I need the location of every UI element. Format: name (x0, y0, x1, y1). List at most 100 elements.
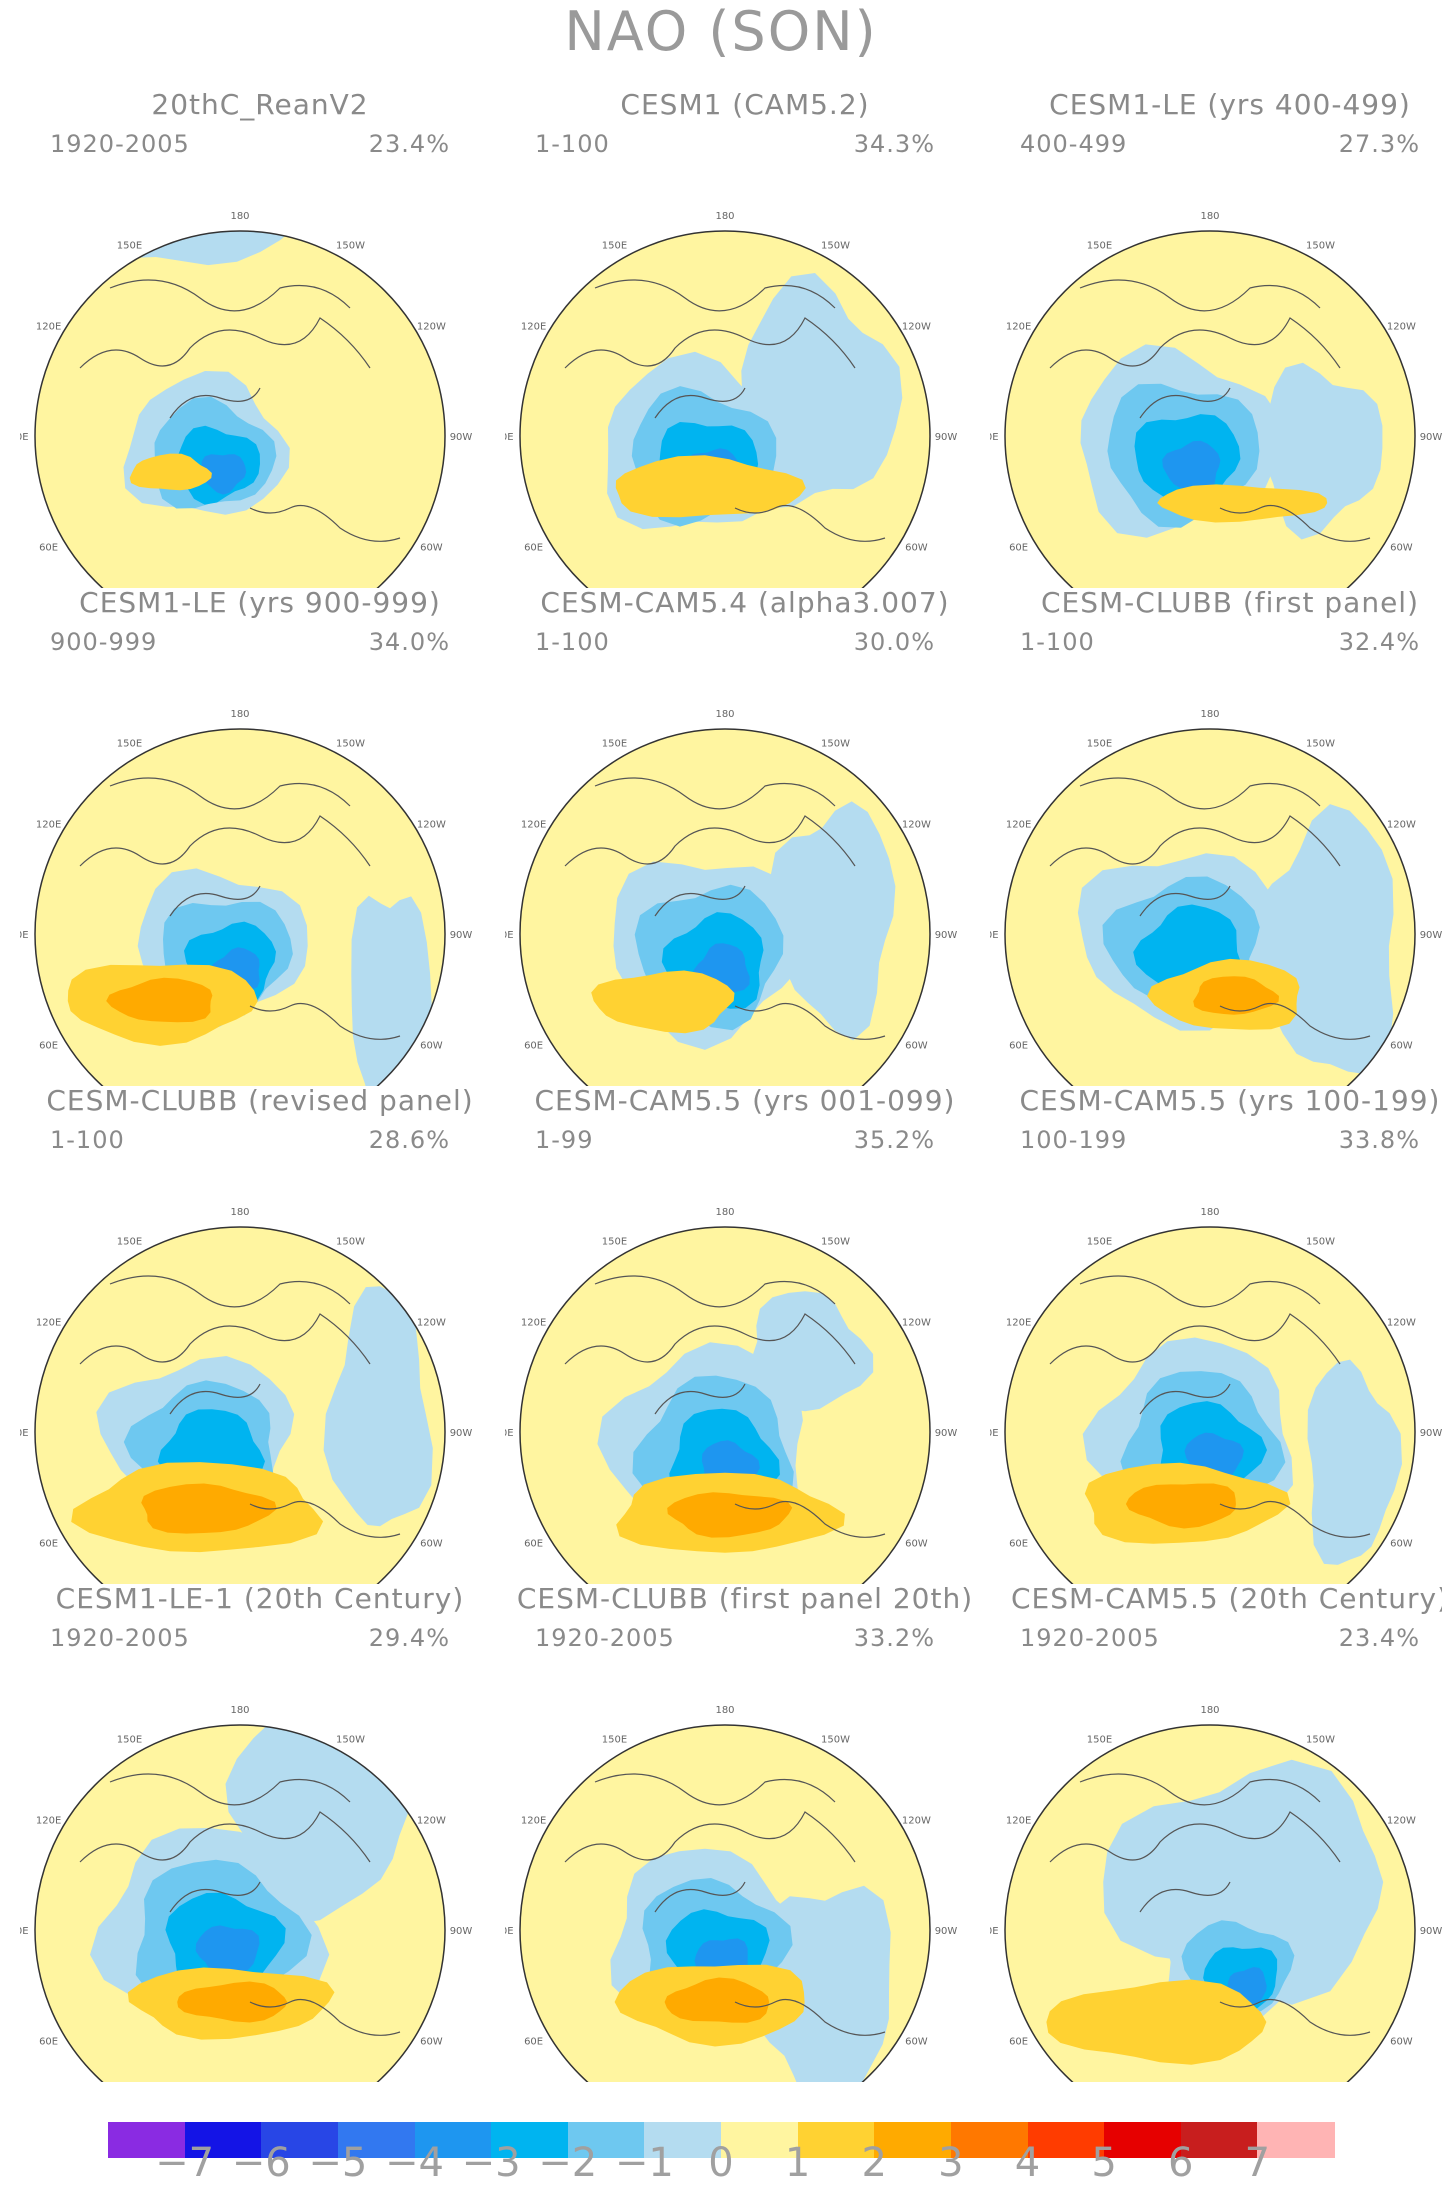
longitude-label: 60E (39, 1041, 58, 1052)
colorbar-tick-label: −3 (461, 2140, 521, 2186)
longitude-label: 90E (505, 432, 514, 443)
longitude-label: 120W (1387, 322, 1416, 333)
negative-anomaly-contour (1162, 440, 1221, 494)
coastline (564, 1773, 886, 2036)
positive-anomaly-contour (1125, 1483, 1236, 1529)
longitude-label: 150E (117, 739, 142, 750)
panel-years: 1-100 (535, 130, 610, 158)
longitude-label: 150W (1306, 1735, 1335, 1746)
panel-years: 1-100 (1020, 628, 1095, 656)
longitude-label: 90E (20, 930, 29, 941)
map-panel: 180150E120E90E60E30E030W60W90W120W150WCE… (20, 586, 500, 1086)
panel-years: 1920-2005 (535, 1624, 675, 1652)
longitude-label: 150E (602, 1237, 627, 1248)
longitude-label: 120E (1006, 820, 1031, 831)
longitude-label: 60W (905, 543, 928, 554)
panel-percent: 35.2% (853, 1126, 935, 1154)
map-border (519, 230, 931, 588)
map-border (1004, 230, 1416, 588)
panel-percent: 34.0% (368, 628, 450, 656)
panel-percent: 27.3% (1338, 130, 1420, 158)
colorbar-tick-label: −5 (308, 2140, 368, 2186)
map-border (1004, 1226, 1416, 1584)
colorbar-swatch (797, 2122, 875, 2158)
map-border (519, 1226, 931, 1584)
coastline (1049, 279, 1371, 542)
longitude-label: 60E (1009, 1539, 1028, 1550)
longitude-label: 150W (336, 739, 365, 750)
longitude-label: 150E (602, 241, 627, 252)
panel-percent: 23.4% (368, 130, 450, 158)
panel-title: CESM-CLUBB (first panel) (1041, 586, 1419, 619)
map-panel: 180150E120E90E60E30E030W60W90W120W150WCE… (20, 1084, 500, 1584)
longitude-label: 60W (905, 1041, 928, 1052)
colorbar-swatch (108, 2122, 186, 2158)
colorbar-swatch (1257, 2122, 1335, 2158)
longitude-label: 60E (1009, 543, 1028, 554)
panel-percent: 33.8% (1338, 1126, 1420, 1154)
longitude-label: 90W (450, 1926, 473, 1937)
colorbar (108, 2122, 1335, 2158)
map-border (519, 1724, 931, 2082)
panel-years: 1920-2005 (50, 130, 190, 158)
longitude-label: 120W (902, 820, 931, 831)
colorbar-swatch (721, 2122, 799, 2158)
coastline (1049, 1773, 1371, 2036)
longitude-label: 120E (36, 322, 61, 333)
panel-years: 100-199 (1020, 1126, 1128, 1154)
panel-percent: 32.4% (1338, 628, 1420, 656)
longitude-label: 90E (505, 1926, 514, 1937)
longitude-label: 120E (36, 820, 61, 831)
longitude-label: 60W (420, 1539, 443, 1550)
positive-anomaly-contour (177, 1981, 288, 2023)
map-fill (520, 231, 930, 588)
longitude-label: 180 (715, 1705, 734, 1716)
longitude-label: 90W (1420, 432, 1442, 443)
map-panel: 180150E120E90E60E30E030W60W90W120W150WCE… (990, 586, 1442, 1086)
positive-anomaly-contour (664, 1977, 770, 2023)
panel-percent: 33.2% (853, 1624, 935, 1652)
polar-map: 180150E120E90E60E30E030W60W90W120W150W (505, 1705, 957, 2082)
map-fill (35, 231, 445, 588)
longitude-label: 60E (39, 2037, 58, 2048)
colorbar-swatch (1180, 2122, 1258, 2158)
longitude-label: 60E (524, 1041, 543, 1052)
longitude-label: 120E (521, 322, 546, 333)
map-fill (1005, 231, 1415, 588)
longitude-label: 150W (1306, 1237, 1335, 1248)
longitude-label: 90E (505, 930, 514, 941)
positive-anomaly-contour (667, 1492, 793, 1538)
colorbar-tick-label: 3 (938, 2140, 964, 2186)
panel-years: 1920-2005 (1020, 1624, 1160, 1652)
map-fill (520, 1725, 930, 2082)
coastline (1049, 777, 1371, 1040)
colorbar-tick-label: −2 (538, 2140, 598, 2186)
longitude-label: 180 (1200, 1705, 1219, 1716)
negative-anomaly-region (351, 895, 432, 1086)
longitude-label: 150E (1087, 1237, 1112, 1248)
longitude-label: 90W (1420, 930, 1442, 941)
longitude-label: 150E (117, 1735, 142, 1746)
longitude-label: 120E (1006, 322, 1031, 333)
panel-years: 900-999 (50, 628, 158, 656)
longitude-label: 150W (336, 1237, 365, 1248)
panel-percent: 23.4% (1338, 1624, 1420, 1652)
colorbar-tick-label: 1 (784, 2140, 811, 2186)
positive-anomaly-contour (1193, 976, 1279, 1015)
positive-anomaly-contour (1046, 1979, 1267, 2065)
colorbar-tick-label: −1 (614, 2140, 674, 2186)
longitude-label: 60E (524, 543, 543, 554)
polar-map: 180150E120E90E60E30E030W60W90W120W150W (20, 1207, 472, 1584)
coastline (564, 1275, 886, 1538)
polar-map: 180150E120E90E60E30E030W60W90W120W150W (990, 211, 1442, 588)
longitude-label: 150E (117, 241, 142, 252)
panel-years: 1920-2005 (50, 1624, 190, 1652)
map-border (519, 728, 931, 1086)
coastline (564, 279, 886, 542)
longitude-label: 180 (715, 709, 734, 720)
map-border (34, 1724, 446, 2082)
polar-map: 180150E120E90E60E30E030W60W90W120W150W (20, 211, 472, 588)
longitude-label: 120W (417, 1816, 446, 1827)
longitude-label: 120W (902, 1816, 931, 1827)
